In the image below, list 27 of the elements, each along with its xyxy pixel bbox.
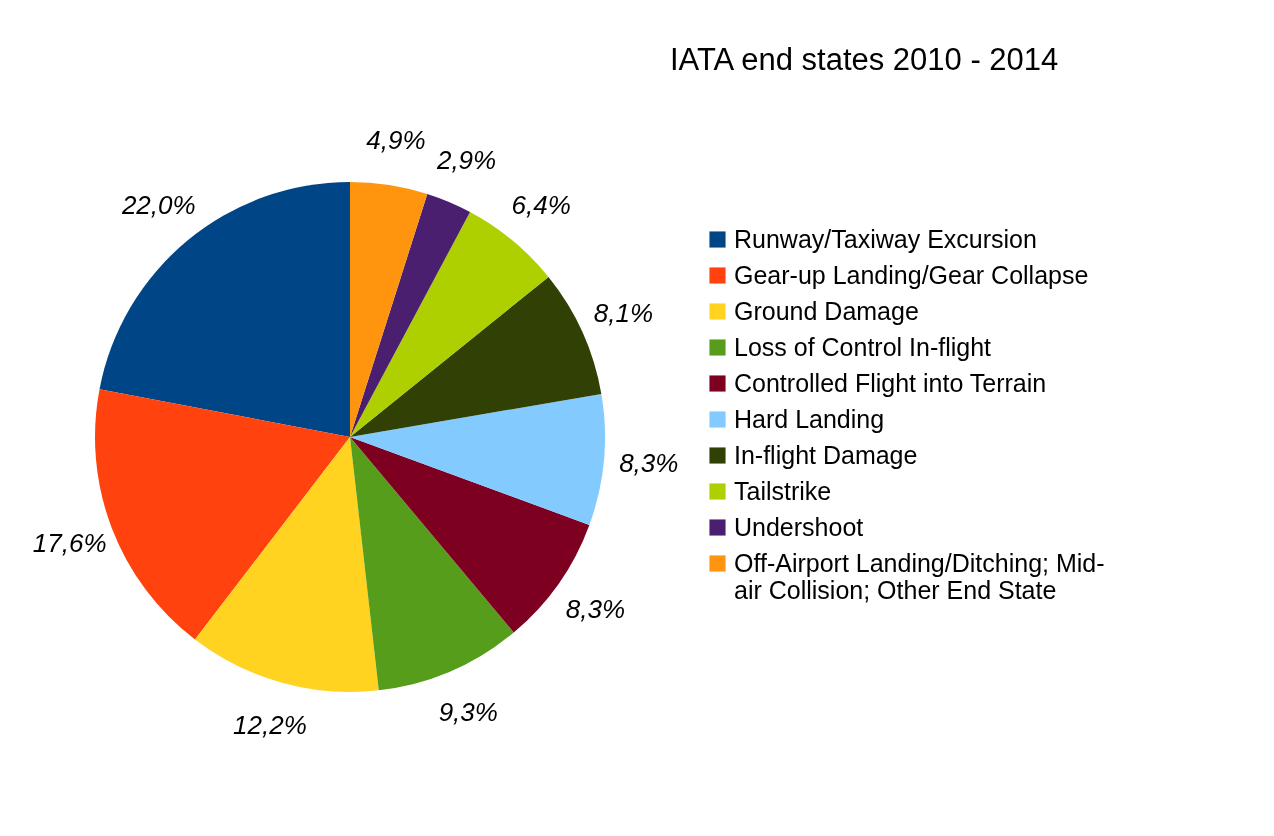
- pie-slice: [350, 193, 471, 437]
- data-label: 8,3%: [619, 448, 679, 479]
- pie-slice: [99, 182, 350, 437]
- data-label: 4,9%: [366, 124, 426, 155]
- legend-label: Ground Damage: [734, 296, 919, 325]
- data-label: 2,9%: [435, 144, 497, 175]
- legend-label: Loss of Control In-flight: [734, 332, 992, 361]
- legend-label: Tailstrike: [734, 476, 832, 505]
- data-label: 12,2%: [233, 710, 307, 741]
- legend-label: In-flight Damage: [734, 440, 918, 469]
- data-label: 22,0%: [120, 189, 196, 220]
- legend-label: Hard Landing: [734, 404, 885, 433]
- pie-slice: [350, 182, 428, 437]
- pie-slice: [350, 437, 514, 691]
- data-label: 8,3%: [565, 593, 626, 624]
- pie-slice: [194, 437, 379, 692]
- legend-label: Off-Airport Landing/Ditching; Mid-air Collision; Other End State: [734, 548, 1105, 604]
- data-label: 8,1%: [593, 297, 654, 328]
- data-label: 17,6%: [32, 527, 107, 558]
- legend-label: Runway/Taxiway Excursion: [734, 224, 1037, 253]
- chart-title: IATA end states 2010 - 2014: [670, 42, 1059, 77]
- data-label: 6,4%: [511, 189, 571, 220]
- legend-label: Controlled Flight into Terrain: [734, 368, 1047, 397]
- legend-label: Undershoot: [734, 512, 864, 541]
- data-label: 9,3%: [438, 696, 498, 727]
- legend-label: Gear-up Landing/Gear Collapse: [734, 260, 1089, 289]
- pie-slice: [350, 393, 605, 525]
